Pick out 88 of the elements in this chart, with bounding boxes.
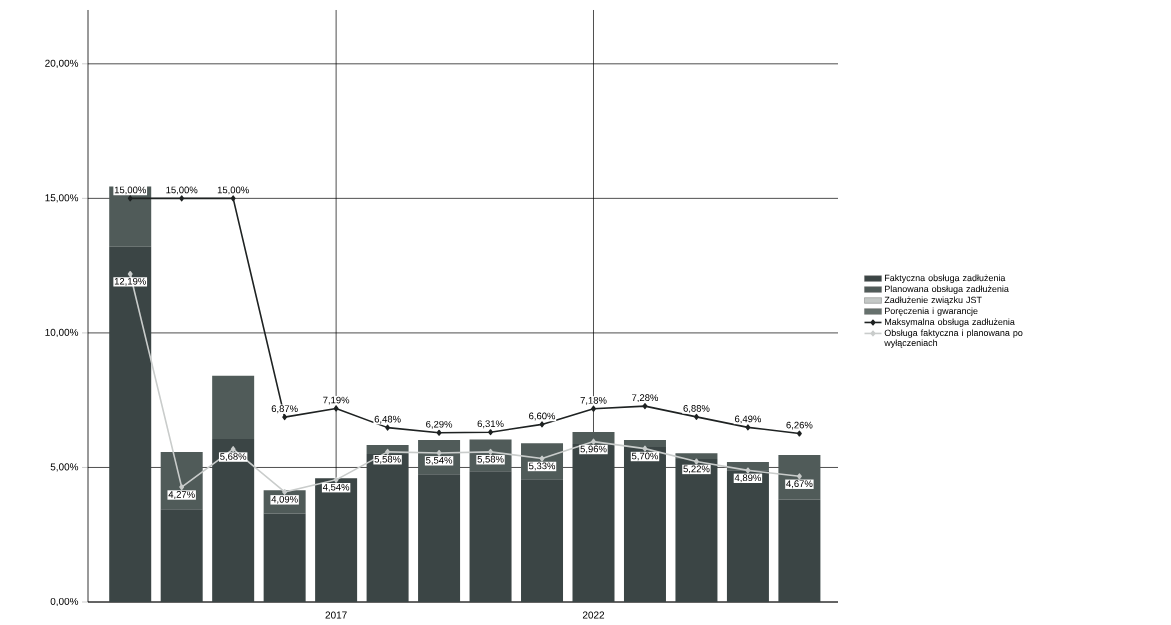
point	[230, 446, 236, 453]
point	[385, 424, 391, 431]
data-label: 6,88%	[683, 405, 710, 413]
data-label: 6,26%	[786, 421, 813, 430]
bar	[572, 431, 615, 445]
point	[796, 430, 802, 437]
legend-label: Faktyczna obsługa zadłużenia	[885, 274, 1006, 283]
y-tick-label: 15,00%	[45, 194, 79, 203]
y-tick-label: 20,00%	[45, 59, 79, 68]
bar	[366, 454, 409, 602]
point	[436, 449, 442, 456]
data-label: 6,29%	[426, 420, 453, 429]
point	[333, 476, 339, 483]
point	[282, 414, 288, 421]
point	[127, 195, 133, 202]
legend-label: Zadłużenie związku JST	[884, 296, 982, 305]
point	[127, 270, 133, 277]
data-label: 12,19%	[114, 277, 146, 286]
y-tick-label: 0,00%	[50, 597, 79, 607]
point	[591, 405, 596, 412]
data-label: 5,58%	[477, 455, 504, 464]
point	[488, 448, 493, 455]
bar	[675, 453, 718, 460]
point	[591, 438, 596, 445]
bar	[212, 375, 255, 439]
bar	[521, 479, 564, 602]
data-label: 5,54%	[426, 456, 453, 465]
data-label: 5,68%	[220, 453, 247, 461]
bar	[778, 499, 821, 602]
point	[282, 488, 288, 495]
point	[539, 455, 545, 462]
point	[796, 473, 802, 480]
point	[230, 195, 236, 202]
x-tick-label: 2017	[325, 611, 347, 619]
data-label: 15,00%	[217, 186, 249, 195]
point	[694, 458, 699, 465]
point	[436, 429, 442, 436]
legend-label: Maksymalna obsługa zadłużenia	[885, 318, 1015, 327]
data-label: 7,19%	[323, 396, 350, 405]
point	[745, 424, 751, 431]
bar	[160, 509, 203, 602]
data-label: 6,87%	[271, 405, 298, 414]
bar	[418, 474, 461, 602]
legend-label: Poręczenia i gwarancje	[885, 307, 978, 316]
bar	[623, 440, 666, 447]
point	[694, 413, 699, 420]
point	[333, 405, 339, 412]
point	[539, 421, 545, 428]
data-label: 7,28%	[632, 394, 659, 403]
bar	[315, 478, 358, 602]
bar	[675, 459, 718, 602]
data-label: 4,89%	[734, 474, 761, 483]
data-label: 4,27%	[168, 491, 195, 499]
x-tick-label: 2022	[582, 611, 605, 619]
y-tick-label: 10,00%	[45, 328, 79, 338]
bar	[623, 447, 666, 602]
data-label: 5,33%	[528, 462, 556, 471]
point	[642, 403, 648, 410]
point	[179, 484, 185, 491]
data-label: 6,60%	[529, 412, 556, 421]
data-label: 6,31%	[477, 420, 504, 429]
data-label: 5,58%	[374, 455, 401, 464]
data-label: 4,67%	[786, 480, 813, 489]
data-label: 15,00%	[114, 186, 146, 195]
data-label: 6,48%	[374, 415, 401, 424]
data-label: 6,49%	[734, 415, 761, 424]
point	[642, 445, 648, 452]
data-label: 15,00%	[166, 186, 198, 195]
bar	[726, 470, 769, 602]
bar	[109, 186, 152, 247]
data-label: 5,70%	[631, 452, 659, 461]
data-label: 4,09%	[271, 495, 298, 504]
bar	[263, 513, 306, 602]
bar	[109, 246, 152, 602]
bar	[469, 471, 512, 602]
point	[179, 195, 185, 202]
data-label: 5,22%	[683, 465, 710, 474]
point	[745, 467, 751, 474]
point	[385, 448, 391, 455]
bar	[572, 444, 615, 602]
data-label: 7,18%	[580, 396, 607, 405]
legend-label: Planowana obsługa zadłużenia	[885, 285, 1009, 294]
data-label: 4,54%	[322, 483, 350, 492]
bar	[212, 438, 255, 602]
point	[488, 429, 493, 436]
y-tick-label: 5,00%	[50, 463, 79, 472]
data-label: 5,96%	[580, 445, 607, 454]
legend-label: Obsługa faktyczna i planowana po wyłączeniach	[884, 329, 1023, 348]
